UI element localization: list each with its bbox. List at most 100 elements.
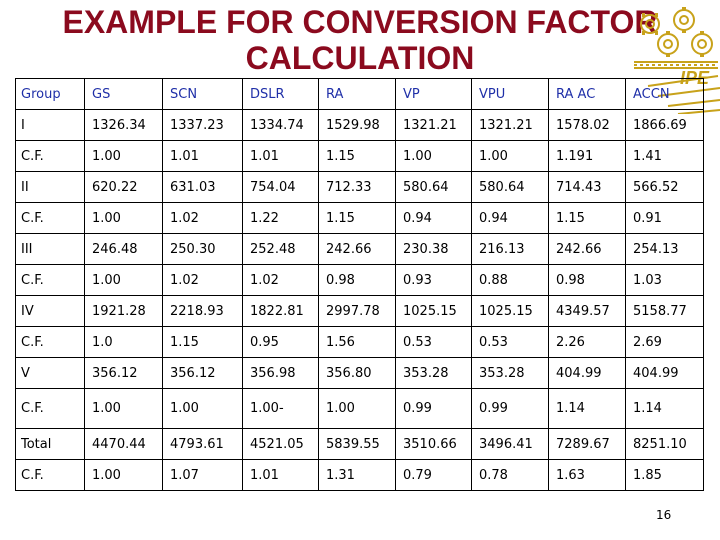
table-cell: 1.00 [395,140,472,172]
table-cell: 230.38 [395,233,472,265]
table-cell: 1025.15 [471,295,549,327]
table-cell: 1921.28 [84,295,163,327]
table-header-row: Group GS SCN DSLR RA VP VPU RA AC ACCN [15,78,704,110]
row-label-cell: II [15,171,85,203]
row-label-cell: C.F. [15,264,85,296]
table-row: C.F. 1.00 1.02 1.22 1.15 0.94 0.94 1.15 0.91 [15,202,704,234]
table-cell: 1.41 [625,140,704,172]
table-cell: 1.02 [162,202,243,234]
table-cell: 1.191 [548,140,626,172]
table-cell: 1.00- [242,388,319,429]
table-cell: 1321.21 [395,109,472,141]
table-cell: 1.01 [242,459,319,491]
row-label-cell: III [15,233,85,265]
table-cell: 1.00 [471,140,549,172]
table-cell: 2997.78 [318,295,396,327]
table-cell: 3496.41 [471,428,549,460]
column-header: VP [395,78,472,110]
table-cell: 5158.77 [625,295,704,327]
table-cell: 1.00 [84,459,163,491]
table-cell: 0.88 [471,264,549,296]
table-cell: 356.12 [84,357,163,389]
row-label-cell: C.F. [15,202,85,234]
table-cell: 0.79 [395,459,472,491]
row-label-cell: I [15,109,85,141]
table-cell: 1337.23 [162,109,243,141]
table-cell: 1.22 [242,202,319,234]
table-cell: 1.15 [318,202,396,234]
row-label-cell: IV [15,295,85,327]
table-row: C.F. 1.00 1.01 1.01 1.15 1.00 1.00 1.191 1.41 [15,140,704,172]
table-cell: 353.28 [395,357,472,389]
slide-title-line-1: EXAMPLE FOR CONVERSION FACTOR [62,4,658,40]
table-cell: 1.02 [162,264,243,296]
table-row: III 246.48 250.30 252.48 242.66 230.38 216.13 2… [15,233,704,265]
table-cell: 3510.66 [395,428,472,460]
table-cell: 242.66 [318,233,396,265]
table-cell: 1.63 [548,459,626,491]
table-cell: 242.66 [548,233,626,265]
column-header: GS [84,78,163,110]
table-cell: 1.0 [84,326,163,358]
table-row: V 356.12 356.12 356.98 356.80 353.28 353.28 404… [15,357,704,389]
table-cell: 2.26 [548,326,626,358]
table-cell: 1.15 [162,326,243,358]
column-header: SCN [162,78,243,110]
table-cell: 1.00 [318,388,396,429]
table-cell: 0.94 [395,202,472,234]
page-number: 16 [656,508,672,522]
table-cell: 1.15 [318,140,396,172]
table-row: C.F. 1.00 1.00 1.00- 1.00 0.99 0.99 1.14 1.14 [15,388,704,429]
table-cell: 566.52 [625,171,704,203]
table-cell: 631.03 [162,171,243,203]
table-cell: 620.22 [84,171,163,203]
table-cell: 1025.15 [395,295,472,327]
table-cell: 2.69 [625,326,704,358]
table-cell: 0.93 [395,264,472,296]
table-cell: 580.64 [395,171,472,203]
row-label-cell: Total [15,428,85,460]
table-cell: 4521.05 [242,428,319,460]
table-cell: 0.95 [242,326,319,358]
row-label-cell: V [15,357,85,389]
table-cell: 1.00 [162,388,243,429]
table-cell: 353.28 [471,357,549,389]
table-row: Total 4470.44 4793.61 4521.05 5839.55 3510.66… [15,428,704,460]
table-row: I 1326.34 1337.23 1334.74 1529.98 1321.21 1321… [15,109,704,141]
column-header: RA AC [548,78,626,110]
table-cell: 0.53 [471,326,549,358]
row-label-cell: C.F. [15,388,85,429]
table-cell: 356.80 [318,357,396,389]
table-cell: 0.98 [548,264,626,296]
table-row: IV 1921.28 2218.93 1822.81 2997.78 1025.15 102… [15,295,704,327]
table-cell: 0.78 [471,459,549,491]
column-header: VPU [471,78,549,110]
table-row: C.F. 1.0 1.15 0.95 1.56 0.53 0.53 2.26 2.69 [15,326,704,358]
row-label-cell: C.F. [15,459,85,491]
table-cell: 1.31 [318,459,396,491]
table-cell: 1.00 [84,140,163,172]
table-cell: 1.00 [84,388,163,429]
column-header: Group [15,78,85,110]
table-cell: 4470.44 [84,428,163,460]
table-cell: 7289.67 [548,428,626,460]
table-cell: 5839.55 [318,428,396,460]
table-cell: 1.07 [162,459,243,491]
table-cell: 246.48 [84,233,163,265]
table-cell: 1.85 [625,459,704,491]
table-cell: 0.53 [395,326,472,358]
table-cell: 404.99 [548,357,626,389]
slide-title-line-2: CALCULATION [245,40,475,76]
table-cell: 0.91 [625,202,704,234]
table-cell: 0.98 [318,264,396,296]
table-cell: 1.01 [242,140,319,172]
table-cell: 754.04 [242,171,319,203]
table-cell: 252.48 [242,233,319,265]
table-cell: 1.56 [318,326,396,358]
table-cell: 2218.93 [162,295,243,327]
table-cell: 0.99 [471,388,549,429]
table-cell: 1.15 [548,202,626,234]
table-cell: 216.13 [471,233,549,265]
table-cell: 714.43 [548,171,626,203]
table-cell: 4349.57 [548,295,626,327]
